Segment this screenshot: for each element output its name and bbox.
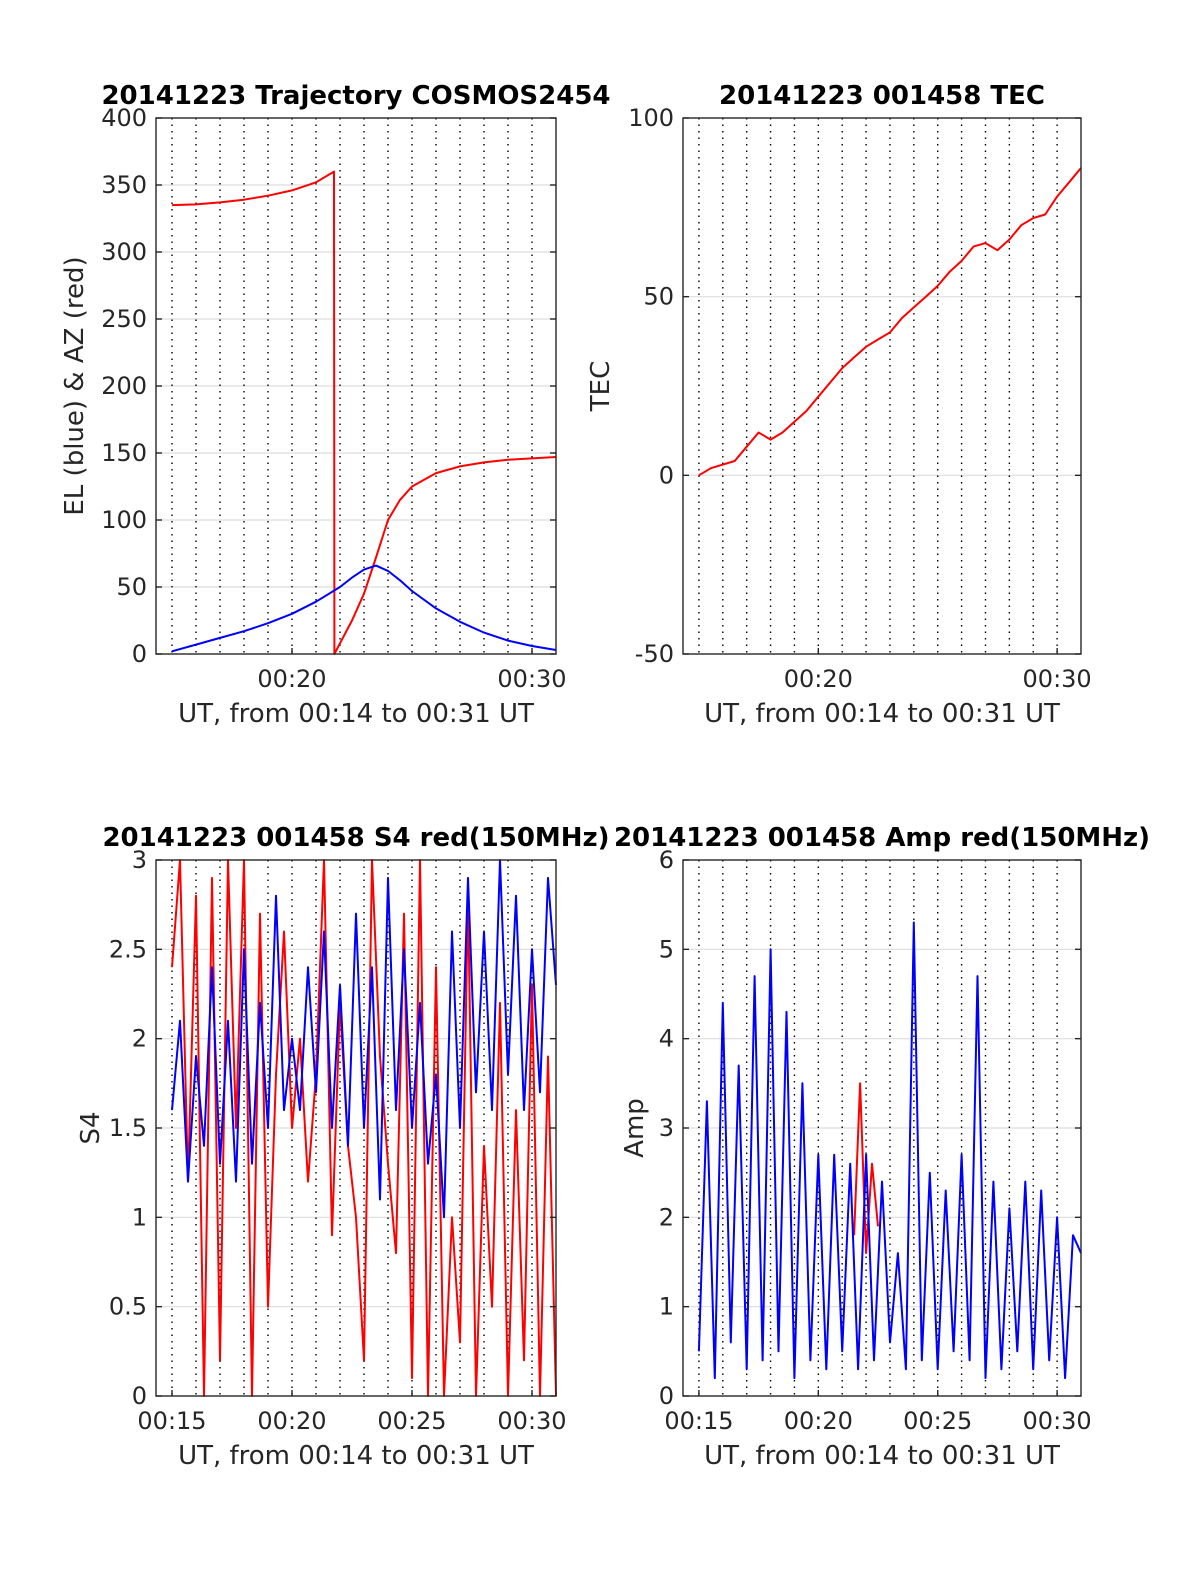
amp-y-tick-label: 2	[659, 1203, 674, 1231]
s4-y-tick-label: 1.5	[109, 1114, 147, 1142]
tec-plot-frame	[682, 117, 1082, 655]
s4-title: 20141223 001458 S4 red(150MHz)	[102, 823, 609, 853]
amp-x-tick-label: 00:25	[903, 1407, 972, 1435]
s4-series-1-line	[171, 859, 557, 1397]
s4-y-axis-label: S4	[76, 1111, 106, 1144]
s4-y-tick-label: 2	[132, 1025, 147, 1053]
s4-x-tick-label: 00:30	[497, 1407, 566, 1435]
tec-y-axis-label: TEC	[586, 361, 616, 412]
trajectory-x-tick-label: 00:30	[497, 665, 566, 693]
s4-panel: 0 0.5 1 1.5 2 2.5 3 00:15 00:20 00:25 00:30 201412…	[76, 823, 610, 1471]
tec-y-tick-label: 50	[643, 283, 674, 311]
trajectory-y-tick-label: 350	[101, 171, 147, 199]
trajectory-y-tick-label: 0	[132, 640, 147, 668]
trajectory-y-tick-label: 200	[101, 372, 147, 400]
tec-x-tick-label: 00:30	[1023, 665, 1092, 693]
s4-series-2-line	[171, 859, 557, 1219]
trajectory-y-tick-label: 400	[101, 104, 147, 132]
amp-series-2-line	[697, 921, 1082, 1380]
tec-y-tick-label: 0	[659, 461, 674, 489]
s4-x-tick-label: 00:15	[137, 1407, 206, 1435]
amp-y-tick-label: 0	[659, 1382, 674, 1410]
s4-y-tick-label: 0.5	[109, 1293, 147, 1321]
s4-y-tick-label: 1	[132, 1203, 147, 1231]
trajectory-series-2-line	[171, 564, 557, 653]
trajectory-y-tick-label: 300	[101, 238, 147, 266]
s4-y-tick-label: 0	[132, 1382, 147, 1410]
tec-x-axis-label: UT, from 00:14 to 00:31 UT	[704, 699, 1060, 729]
trajectory-y-tick-label: 100	[101, 506, 147, 534]
amp-x-tick-label: 00:30	[1023, 1407, 1092, 1435]
amp-x-tick-label: 00:15	[664, 1407, 733, 1435]
trajectory-panel: 0 50 100 150 200 250 300 350 400 00:20 00:30 20141…	[60, 81, 611, 729]
trajectory-y-tick-label: 250	[101, 305, 147, 333]
amp-y-tick-label: 4	[659, 1025, 674, 1053]
amp-panel: 0 1 2 3 4 5 6 00:15 00:20 00:25 00:30 20141223 001…	[614, 823, 1150, 1471]
trajectory-title: 20141223 Trajectory COSMOS2454	[101, 81, 610, 111]
tec-title: 20141223 001458 TEC	[719, 81, 1045, 111]
trajectory-series-1-line	[171, 170, 557, 655]
amp-y-tick-label: 5	[659, 935, 674, 963]
amp-x-axis-label: UT, from 00:14 to 00:31 UT	[704, 1441, 1060, 1471]
s4-x-axis-label: UT, from 00:14 to 00:31 UT	[178, 1441, 534, 1471]
s4-x-tick-label: 00:25	[377, 1407, 446, 1435]
trajectory-y-axis-label: EL (blue) & AZ (red)	[60, 256, 90, 515]
s4-x-tick-label: 00:20	[257, 1407, 326, 1435]
s4-y-tick-label: 3	[132, 846, 147, 874]
amp-y-axis-label: Amp	[620, 1098, 650, 1158]
amp-y-tick-label: 3	[659, 1114, 674, 1142]
amp-y-tick-label: 6	[659, 846, 674, 874]
amp-x-tick-label: 00:20	[784, 1407, 853, 1435]
trajectory-y-tick-label: 150	[101, 439, 147, 467]
tec-x-tick-label: 00:20	[784, 665, 853, 693]
amp-series-1-line	[853, 1082, 879, 1255]
s4-y-tick-label: 2.5	[109, 935, 147, 963]
trajectory-x-axis-label: UT, from 00:14 to 00:31 UT	[178, 699, 534, 729]
amp-y-tick-label: 1	[659, 1293, 674, 1321]
tec-y-tick-label: 100	[628, 104, 674, 132]
trajectory-y-tick-label: 50	[116, 573, 147, 601]
amp-title: 20141223 001458 Amp red(150MHz)	[614, 823, 1150, 853]
trajectory-x-tick-label: 00:20	[257, 665, 326, 693]
tec-y-tick-label: -50	[635, 640, 674, 668]
tec-series-1-line	[698, 167, 1082, 477]
